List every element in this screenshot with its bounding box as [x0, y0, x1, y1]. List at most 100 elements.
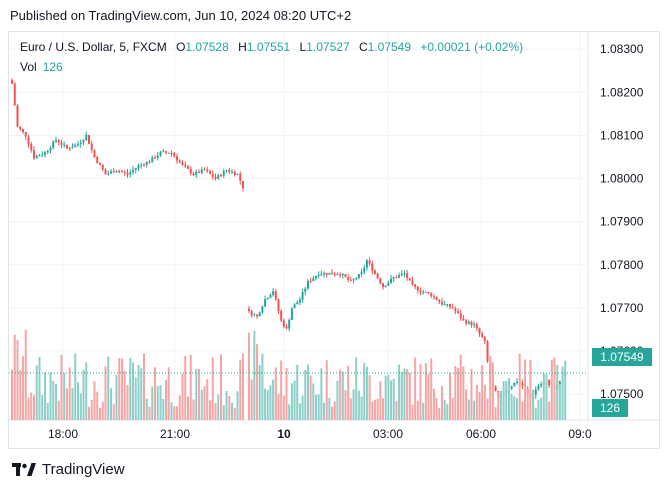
volume-bar — [198, 369, 200, 420]
candle-body — [537, 385, 540, 390]
symbol-label[interactable]: Euro / U.S. Dollar, 5, FXCM — [20, 40, 167, 54]
volume-bar — [419, 363, 422, 420]
candle-body — [534, 389, 537, 396]
volume-bar — [341, 371, 344, 420]
candle-body — [85, 134, 88, 140]
candle-body — [449, 304, 451, 308]
candle-body — [440, 301, 443, 305]
volume-bar — [467, 399, 470, 420]
volume-bar — [44, 372, 46, 420]
volume-bar — [68, 367, 71, 420]
candle-body — [344, 274, 347, 278]
candle-body — [467, 321, 470, 324]
volume-bar — [264, 388, 267, 420]
volume-bar — [110, 388, 112, 420]
candle-body — [148, 161, 151, 163]
volume-bar — [285, 367, 288, 420]
candle-body — [261, 306, 264, 313]
candle-body — [296, 302, 299, 305]
volume-bar — [473, 400, 476, 420]
candle-body — [33, 150, 35, 159]
volume-bar — [416, 400, 419, 420]
volume-bar — [336, 380, 339, 420]
volume-bar — [173, 406, 176, 420]
candle-body — [256, 314, 259, 317]
volume-bar — [451, 397, 454, 420]
candle-body — [30, 143, 33, 151]
volume-bar — [165, 379, 167, 420]
price-tick-label: 1.08000 — [600, 172, 644, 186]
volume-bar — [368, 375, 371, 420]
candle-body — [96, 157, 99, 163]
candle-body — [317, 275, 320, 277]
volume-bar — [333, 401, 336, 420]
volume-bar — [309, 375, 312, 420]
candle-body — [214, 176, 217, 179]
candle-body — [432, 296, 435, 298]
candle-body — [181, 162, 184, 165]
candle-body — [187, 166, 189, 169]
candle-body — [414, 284, 417, 287]
candle-body — [430, 293, 433, 297]
high-label: H — [238, 40, 247, 54]
candle-body — [320, 274, 323, 276]
price-tick-label: 1.07500 — [600, 387, 644, 401]
volume-bar — [16, 340, 19, 420]
price-tick-label: 1.08100 — [600, 128, 644, 142]
candle-body — [376, 273, 379, 279]
candle-body — [312, 278, 315, 282]
candle-body — [323, 272, 326, 275]
candle-body — [288, 320, 291, 329]
volume-legend: Vol 126 — [20, 60, 63, 74]
candle-body — [162, 151, 165, 153]
volume-bar — [497, 391, 500, 420]
volume-bar — [521, 401, 524, 420]
volume-bar — [424, 363, 427, 420]
footer-brand[interactable]: TradingView — [12, 461, 125, 478]
volume-bar — [537, 399, 540, 420]
candle-body — [336, 274, 339, 276]
last-volume-tag: 126 — [592, 399, 628, 417]
volume-bar — [134, 377, 137, 420]
volume-bar — [478, 391, 481, 420]
volume-bar — [233, 407, 236, 420]
candle-body — [266, 297, 269, 300]
volume-bar — [339, 369, 342, 420]
candle-body — [363, 267, 366, 273]
candle-body — [195, 171, 198, 176]
candle-body — [121, 171, 123, 173]
volume-bar — [427, 373, 430, 420]
close-label: C — [358, 40, 368, 54]
volume-bar — [11, 369, 13, 420]
candle-body — [451, 307, 454, 309]
high-value: 1.07551 — [246, 40, 291, 54]
candle-body — [189, 168, 192, 174]
volume-bar — [49, 372, 52, 420]
volume-bar — [502, 381, 505, 420]
candle-body — [198, 171, 200, 173]
volume-bar — [148, 406, 151, 420]
candle-body — [173, 152, 176, 157]
candle-body — [71, 147, 74, 149]
time-tick-label: 09:0 — [568, 427, 592, 441]
candle-body — [203, 169, 206, 171]
volume-bar — [132, 362, 134, 420]
candle-body — [11, 80, 13, 84]
candle-body — [371, 263, 374, 271]
volume-bar — [90, 399, 93, 420]
volume-bar — [261, 353, 264, 420]
volume-bar — [438, 407, 441, 420]
candle-body — [352, 279, 355, 281]
candle-body — [60, 142, 63, 145]
volume-bar — [266, 389, 269, 420]
change-value: +0.00021 (+0.02%) — [420, 40, 524, 54]
volume-bar — [140, 368, 143, 420]
volume-bar — [349, 398, 352, 420]
volume-bar — [66, 388, 68, 420]
candle-body — [129, 172, 132, 175]
time-tick-label: 10 — [277, 427, 291, 441]
volume-bar — [288, 404, 291, 420]
candle-body — [52, 141, 55, 148]
volume-bar — [331, 406, 334, 420]
